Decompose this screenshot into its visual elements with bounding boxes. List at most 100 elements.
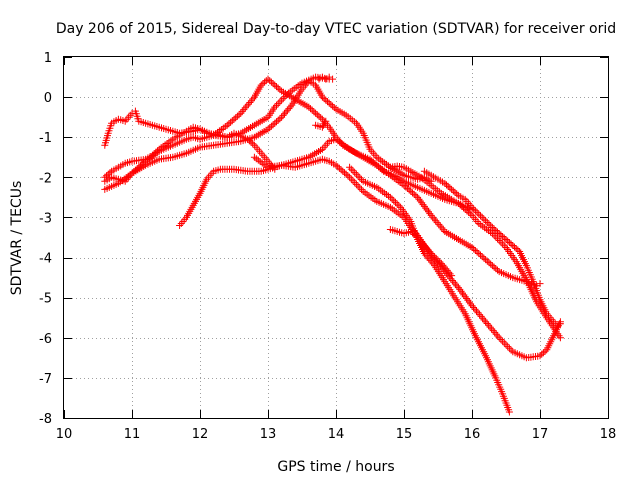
data-point — [430, 215, 438, 223]
data-point — [322, 117, 330, 125]
data-point — [388, 195, 396, 203]
data-point — [443, 181, 450, 189]
data-point — [276, 86, 284, 94]
data-point — [505, 408, 513, 416]
data-point — [461, 205, 469, 213]
data-point — [346, 173, 354, 181]
data-point — [407, 228, 415, 235]
data-point — [458, 202, 466, 210]
data-point — [451, 280, 459, 288]
data-point — [432, 255, 440, 263]
data-point — [476, 311, 484, 319]
data-point — [497, 231, 505, 239]
data-point — [502, 341, 510, 349]
data-point — [414, 234, 422, 241]
data-point — [495, 230, 503, 237]
data-point — [471, 247, 479, 254]
data-point — [492, 233, 500, 241]
data-point — [483, 257, 491, 265]
data-point — [133, 165, 141, 173]
data-point — [480, 316, 488, 324]
data-point — [273, 118, 280, 126]
data-point — [393, 200, 401, 208]
data-point — [421, 242, 429, 250]
data-point — [416, 197, 424, 205]
data-point — [446, 184, 454, 192]
data-point — [349, 177, 357, 185]
data-point — [436, 222, 444, 230]
data-point — [264, 125, 272, 133]
data-point — [475, 210, 483, 218]
data-point — [352, 170, 360, 178]
data-point — [273, 83, 280, 91]
data-point — [140, 159, 148, 167]
data-point — [352, 180, 360, 188]
data-point — [318, 93, 326, 101]
data-point — [485, 220, 493, 228]
data-point — [279, 111, 287, 119]
data-point — [497, 238, 505, 246]
data-point — [356, 174, 364, 182]
data-point — [477, 212, 484, 220]
data-point — [414, 193, 422, 201]
data-point — [499, 233, 507, 240]
data-point — [536, 280, 544, 288]
data-point — [358, 186, 365, 194]
data-point — [249, 95, 257, 103]
data-point — [429, 213, 437, 221]
data-point — [137, 162, 144, 170]
data-point — [487, 222, 495, 230]
data-point — [460, 291, 468, 299]
data-point — [283, 106, 291, 114]
data-point — [454, 199, 462, 207]
data-point — [445, 268, 453, 276]
data-point — [492, 227, 500, 234]
data-point — [305, 103, 313, 111]
data-point — [347, 175, 355, 183]
data-point — [419, 201, 427, 209]
data-point — [237, 109, 245, 117]
data-point — [448, 185, 456, 193]
data-point — [346, 163, 354, 171]
data-point — [463, 207, 471, 215]
data-point — [447, 275, 455, 283]
data-point — [446, 270, 454, 278]
data-point — [420, 250, 428, 257]
data-point — [281, 110, 288, 118]
data-point — [351, 179, 359, 187]
series-track-11 — [315, 73, 337, 83]
x-tick-label: 15 — [396, 427, 413, 442]
data-point — [470, 245, 478, 253]
data-point — [502, 236, 510, 243]
data-point — [313, 111, 321, 119]
series-track-9 — [420, 167, 564, 330]
data-point — [235, 111, 243, 119]
y-axis-label: SDTVAR / TECUs — [9, 181, 25, 296]
data-point — [451, 188, 459, 196]
data-point — [478, 213, 486, 221]
data-point — [464, 296, 472, 304]
data-point — [238, 107, 246, 115]
series-track-12 — [312, 117, 330, 131]
data-point — [441, 179, 449, 187]
data-point — [104, 170, 112, 178]
data-point — [285, 105, 293, 113]
data-point — [344, 172, 352, 180]
data-point — [448, 277, 456, 284]
data-point — [230, 115, 238, 123]
data-point — [276, 115, 284, 123]
data-point — [424, 246, 432, 254]
data-point — [420, 202, 428, 210]
y-tick-label: -1 — [39, 131, 52, 146]
data-point — [539, 349, 547, 357]
data-point — [240, 106, 248, 114]
data-point — [439, 226, 447, 234]
data-point — [468, 244, 476, 251]
data-point — [274, 116, 282, 124]
data-point — [477, 312, 485, 320]
data-point — [485, 321, 493, 329]
data-point — [400, 181, 408, 189]
data-point — [423, 244, 431, 252]
plot-frame — [63, 56, 609, 419]
data-point — [334, 163, 342, 171]
